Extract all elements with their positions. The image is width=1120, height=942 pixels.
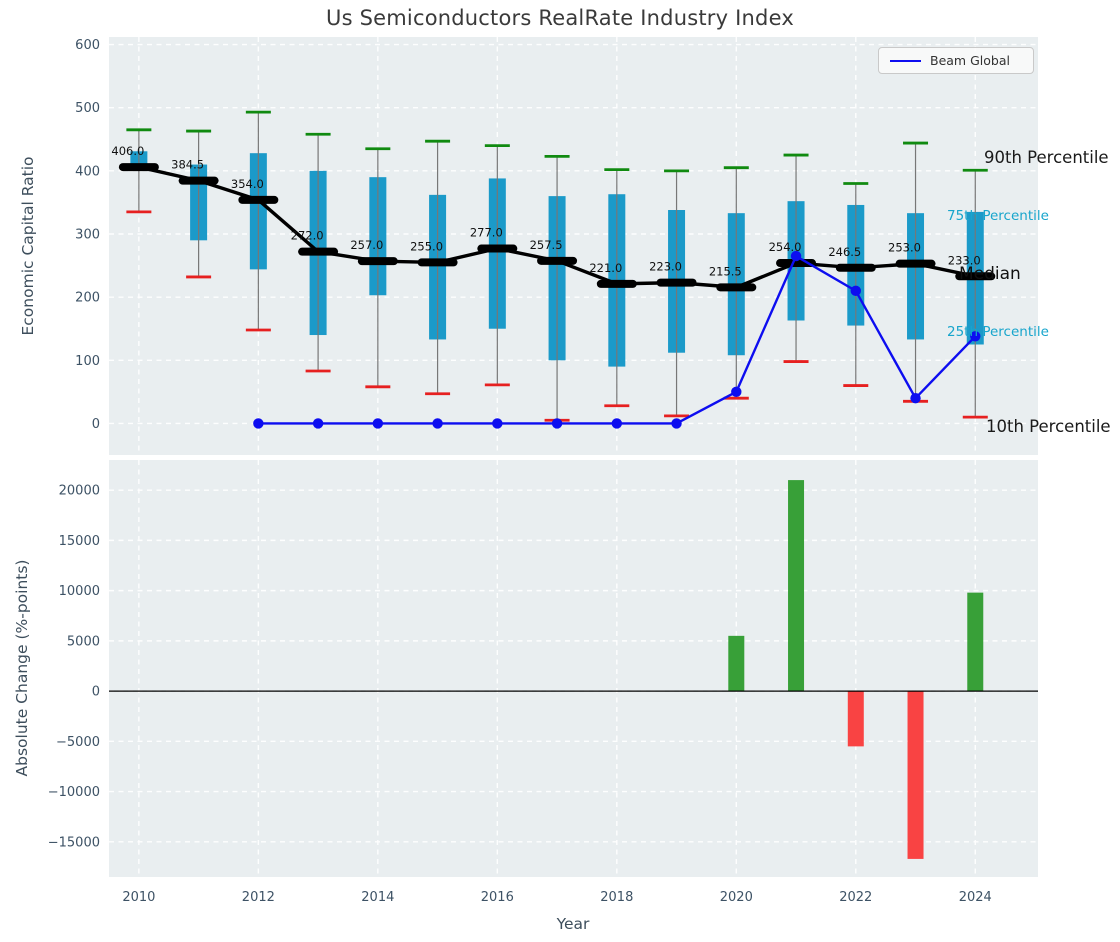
legend: Beam Global: [878, 47, 1034, 74]
change-bar-2024: [967, 592, 984, 692]
change-bar-2022: [847, 691, 864, 747]
top-ytick-500: 500: [75, 101, 100, 116]
median-value-label-2010: 406.0: [111, 144, 144, 158]
bottom-ytick-0: 0: [92, 685, 100, 700]
median-value-label-2019: 223.0: [649, 260, 682, 274]
percentile-boxes: [126, 110, 988, 422]
legend-line-icon: [890, 59, 921, 62]
xtick-2012: 2012: [242, 890, 275, 905]
annotation-25th-percentile: 25th Percentile: [947, 324, 1049, 341]
bottom-ytick--15000: −15000: [48, 835, 100, 850]
xtick-2022: 2022: [839, 890, 872, 905]
year-group-2014: [365, 147, 391, 389]
top-ytick-600: 600: [75, 38, 100, 53]
company-marker-2024: [970, 331, 981, 342]
bottom-y-axis-label: Absolute Change (%-points): [13, 559, 31, 777]
annotation-median: Median: [959, 264, 1021, 285]
median-value-label-2015: 255.0: [410, 239, 443, 253]
top-y-axis-label: Economic Capital Ratio: [19, 156, 37, 336]
change-bar-2021: [788, 480, 805, 692]
company-marker-2019: [671, 418, 682, 429]
bottom-ytick-5000: 5000: [67, 634, 100, 649]
company-marker-2015: [432, 418, 443, 429]
company-marker-2022: [850, 285, 861, 297]
company-marker-2013: [312, 418, 324, 429]
median-value-label-2022: 246.5: [828, 245, 861, 259]
xtick-2018: 2018: [600, 890, 633, 905]
company-marker-2023: [910, 392, 921, 404]
annotation-75th-percentile: 75th Percentile: [947, 208, 1049, 225]
company-marker-2016: [492, 418, 503, 429]
annotation-10th-percentile: 10th Percentile: [986, 417, 1111, 437]
median-value-label-2021: 254.0: [769, 240, 802, 254]
bottom-ytick-20000: 20000: [59, 484, 100, 499]
median-value-label-2011: 384.5: [171, 158, 204, 172]
median-value-label-2014: 257.0: [350, 238, 383, 252]
xtick-2016: 2016: [481, 890, 514, 905]
year-group-2012: [245, 110, 271, 332]
company-marker-2017: [551, 418, 563, 429]
company-marker-2021: [790, 250, 802, 262]
company-line: [253, 250, 981, 429]
top-ytick-400: 400: [75, 164, 100, 179]
bottom-ytick-10000: 10000: [59, 584, 100, 599]
bottom-ytick--10000: −10000: [48, 785, 100, 800]
bottom-ytick--5000: −5000: [56, 735, 100, 750]
bottom-axes-bg: [109, 460, 1038, 877]
year-group-2015: [425, 139, 451, 396]
median-value-label-2018: 221.0: [589, 261, 622, 275]
xtick-2014: 2014: [361, 890, 394, 905]
median-value-label-2020: 215.5: [709, 264, 742, 278]
year-group-2023: [903, 141, 929, 403]
change-bar-2020: [728, 635, 745, 692]
median-value-label-2024: 233.0: [948, 253, 981, 267]
tick-labels: 0 100 200 300 400 500 600 −15000 −10000 −5000 0 500…: [48, 38, 992, 905]
chart-title: Us Semiconductors RealRate Industry Inde…: [326, 6, 794, 30]
change-bars: [728, 480, 984, 859]
x-axis-label: Year: [556, 915, 590, 933]
year-group-2016: [484, 144, 510, 387]
top-ytick-200: 200: [75, 291, 100, 306]
xtick-2010: 2010: [122, 890, 155, 905]
top-ytick-300: 300: [75, 228, 100, 243]
company-marker-2014: [372, 418, 384, 429]
median-value-label-2013: 272.0: [291, 229, 324, 243]
year-group-2017: [544, 154, 570, 422]
change-bar-2023: [907, 691, 924, 859]
xtick-2020: 2020: [720, 890, 753, 905]
median-value-label-2017: 257.5: [530, 238, 563, 252]
company-marker-2020: [731, 386, 742, 398]
annotation-90th-percentile: 90th Percentile: [984, 147, 1109, 167]
median-line: 406.0 384.5 354.0 272.0 257.0 255.0 277.0 257.5…: [111, 144, 996, 292]
top-ytick-0: 0: [92, 417, 100, 432]
top-ytick-100: 100: [75, 354, 100, 369]
median-value-label-2016: 277.0: [470, 226, 503, 240]
company-marker-2012: [253, 418, 264, 429]
bottom-ytick-15000: 15000: [59, 534, 100, 549]
xtick-2024: 2024: [959, 890, 992, 905]
legend-label: Beam Global: [930, 53, 1010, 68]
median-value-label-2023: 253.0: [888, 241, 921, 255]
company-marker-2018: [611, 418, 623, 429]
median-value-label-2012: 354.0: [231, 177, 264, 191]
